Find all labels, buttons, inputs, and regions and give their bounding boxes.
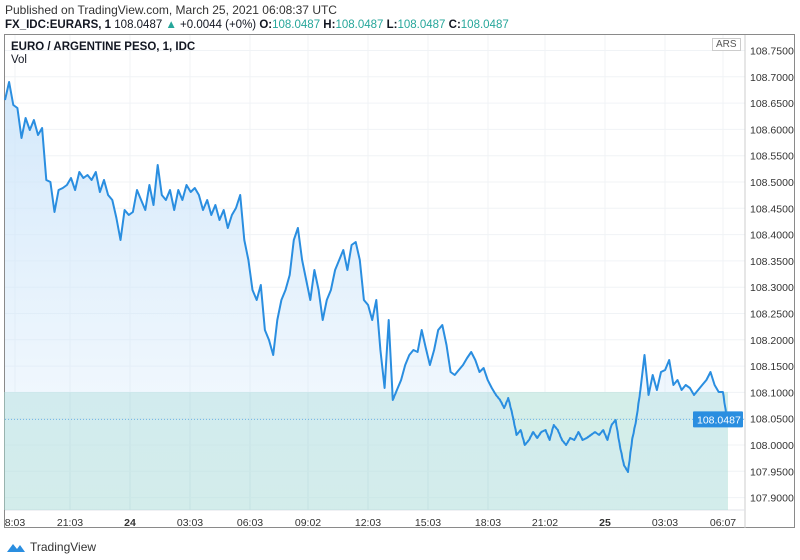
low-label: L: (386, 19, 398, 31)
y-tick-label: 108.4000 (750, 230, 794, 242)
y-tick-label: 108.7000 (750, 72, 794, 84)
open-label: O: (259, 19, 273, 31)
y-tick-label: 108.0500 (750, 414, 794, 426)
y-tick-label: 108.2000 (750, 335, 794, 347)
y-tick-label: 108.0000 (750, 440, 794, 452)
x-tick-label: 06:03 (237, 517, 263, 529)
y-tick-label: 108.6500 (750, 98, 794, 110)
symbol-name: FX_IDC:EURARS, 1 (5, 19, 112, 31)
y-tick-label: 108.5500 (750, 151, 794, 163)
price-area-fill (5, 82, 727, 510)
y-tick-label: 108.4500 (750, 203, 794, 215)
chart-title: EURO / ARGENTINE PESO, 1, IDC (11, 41, 196, 53)
close-value: 108.0487 (460, 19, 509, 31)
tradingview-logo-icon (7, 544, 25, 552)
last-price-tag-label: 108.0487 (697, 414, 741, 426)
y-tick-label: 108.7500 (750, 46, 794, 58)
y-tick-label: 108.1000 (750, 387, 794, 399)
chart-frame (4, 34, 795, 528)
currency-badge[interactable]: ARS (712, 38, 741, 51)
y-tick-label: 108.3500 (750, 256, 794, 268)
tradingview-logo[interactable]: TradingView (6, 540, 96, 554)
x-tick-label: 15:03 (415, 517, 441, 529)
high-label: H: (323, 19, 336, 31)
price-change: +0.0044 (+0%) (180, 19, 257, 31)
y-tick-label: 108.3000 (750, 282, 794, 294)
high-value: 108.0487 (335, 19, 384, 31)
up-triangle-icon: ▲ (165, 19, 177, 31)
price-line (4, 81, 728, 473)
volume-label: Vol (11, 54, 27, 66)
open-value: 108.0487 (272, 19, 321, 31)
x-tick-label: 25 (599, 517, 611, 529)
low-value: 108.0487 (397, 19, 446, 31)
y-tick-label: 108.2500 (750, 309, 794, 321)
x-tick-label: 03:03 (177, 517, 203, 529)
y-tick-label: 108.1500 (750, 361, 794, 373)
x-tick-label: 03:03 (652, 517, 678, 529)
x-tick-label: 24 (124, 517, 136, 529)
x-tick-label: 06:07 (710, 517, 736, 529)
symbol-legend: FX_IDC:EURARS, 1 108.0487 ▲ +0.0044 (+0%… (5, 19, 509, 31)
last-price-tag (693, 411, 743, 428)
x-tick-label: 8:03 (5, 517, 26, 529)
close-label: C: (448, 19, 461, 31)
brand-name: TradingView (30, 540, 97, 554)
published-info: Published on TradingView.com, March 25, … (5, 3, 337, 17)
y-tick-label: 107.9500 (750, 466, 794, 478)
x-tick-label: 21:03 (57, 517, 83, 529)
x-tick-label: 18:03 (475, 517, 501, 529)
y-tick-label: 108.6000 (750, 124, 794, 136)
x-tick-label: 12:03 (355, 517, 381, 529)
x-tick-label: 21:02 (532, 517, 558, 529)
last-price: 108.0487 (114, 19, 163, 31)
y-tick-label: 107.9000 (750, 493, 794, 505)
y-tick-label: 108.5000 (750, 177, 794, 189)
x-tick-label: 09:02 (295, 517, 321, 529)
